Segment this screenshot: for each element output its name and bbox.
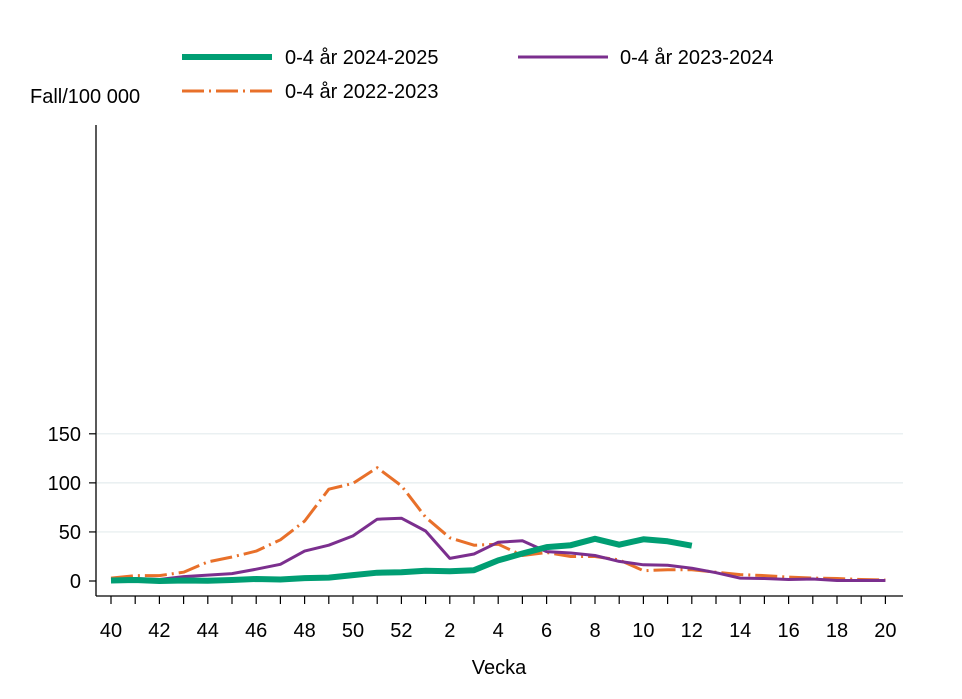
series-lines (110, 466, 886, 584)
x-tick-label-4: 4 (493, 620, 504, 642)
legend: 0-4 år 2024-2025 0-4 år 2023-2024 0-4 år… (182, 47, 773, 103)
x-tick-label-50: 50 (342, 620, 364, 642)
x-tick-label-16: 16 (777, 620, 799, 642)
y-axis-label: Fall/100 000 (30, 86, 140, 108)
legend-label-series-0: 0-4 år 2024-2025 (285, 47, 438, 69)
x-tick-label-10: 10 (632, 620, 654, 642)
series-line-2 (110, 466, 886, 582)
x-tick-label-6: 6 (541, 620, 552, 642)
x-axis-label: Vecka (472, 657, 527, 679)
x-tick-label-18: 18 (826, 620, 848, 642)
x-tick-label-52: 52 (390, 620, 412, 642)
x-ticks: 40 42 44 46 48 50 52 2 4 6 8 10 12 14 16 18 20 (100, 596, 897, 642)
legend-label-series-1: 0-4 år 2023-2024 (620, 47, 773, 69)
x-tick-label-12: 12 (681, 620, 703, 642)
x-tick-label-48: 48 (293, 620, 315, 642)
y-tick-label-50: 50 (59, 522, 81, 544)
x-tick-label-46: 46 (245, 620, 267, 642)
series-line-0 (110, 535, 693, 584)
x-tick-label-14: 14 (729, 620, 751, 642)
y-tick-label-150: 150 (48, 424, 81, 446)
x-tick-label-2: 2 (444, 620, 455, 642)
y-tick-label-0: 0 (70, 571, 81, 593)
y-tick-label-100: 100 (48, 473, 81, 495)
x-tick-label-44: 44 (197, 620, 219, 642)
x-tick-label-20: 20 (874, 620, 896, 642)
axes (95, 125, 903, 597)
legend-label-series-2: 0-4 år 2022-2023 (285, 81, 438, 103)
y-ticks: 0 50 100 150 (48, 424, 96, 593)
grid-lines (97, 433, 903, 533)
x-tick-label-40: 40 (100, 620, 122, 642)
x-tick-label-8: 8 (589, 620, 600, 642)
series-line-1 (110, 516, 886, 582)
x-tick-label-42: 42 (148, 620, 170, 642)
